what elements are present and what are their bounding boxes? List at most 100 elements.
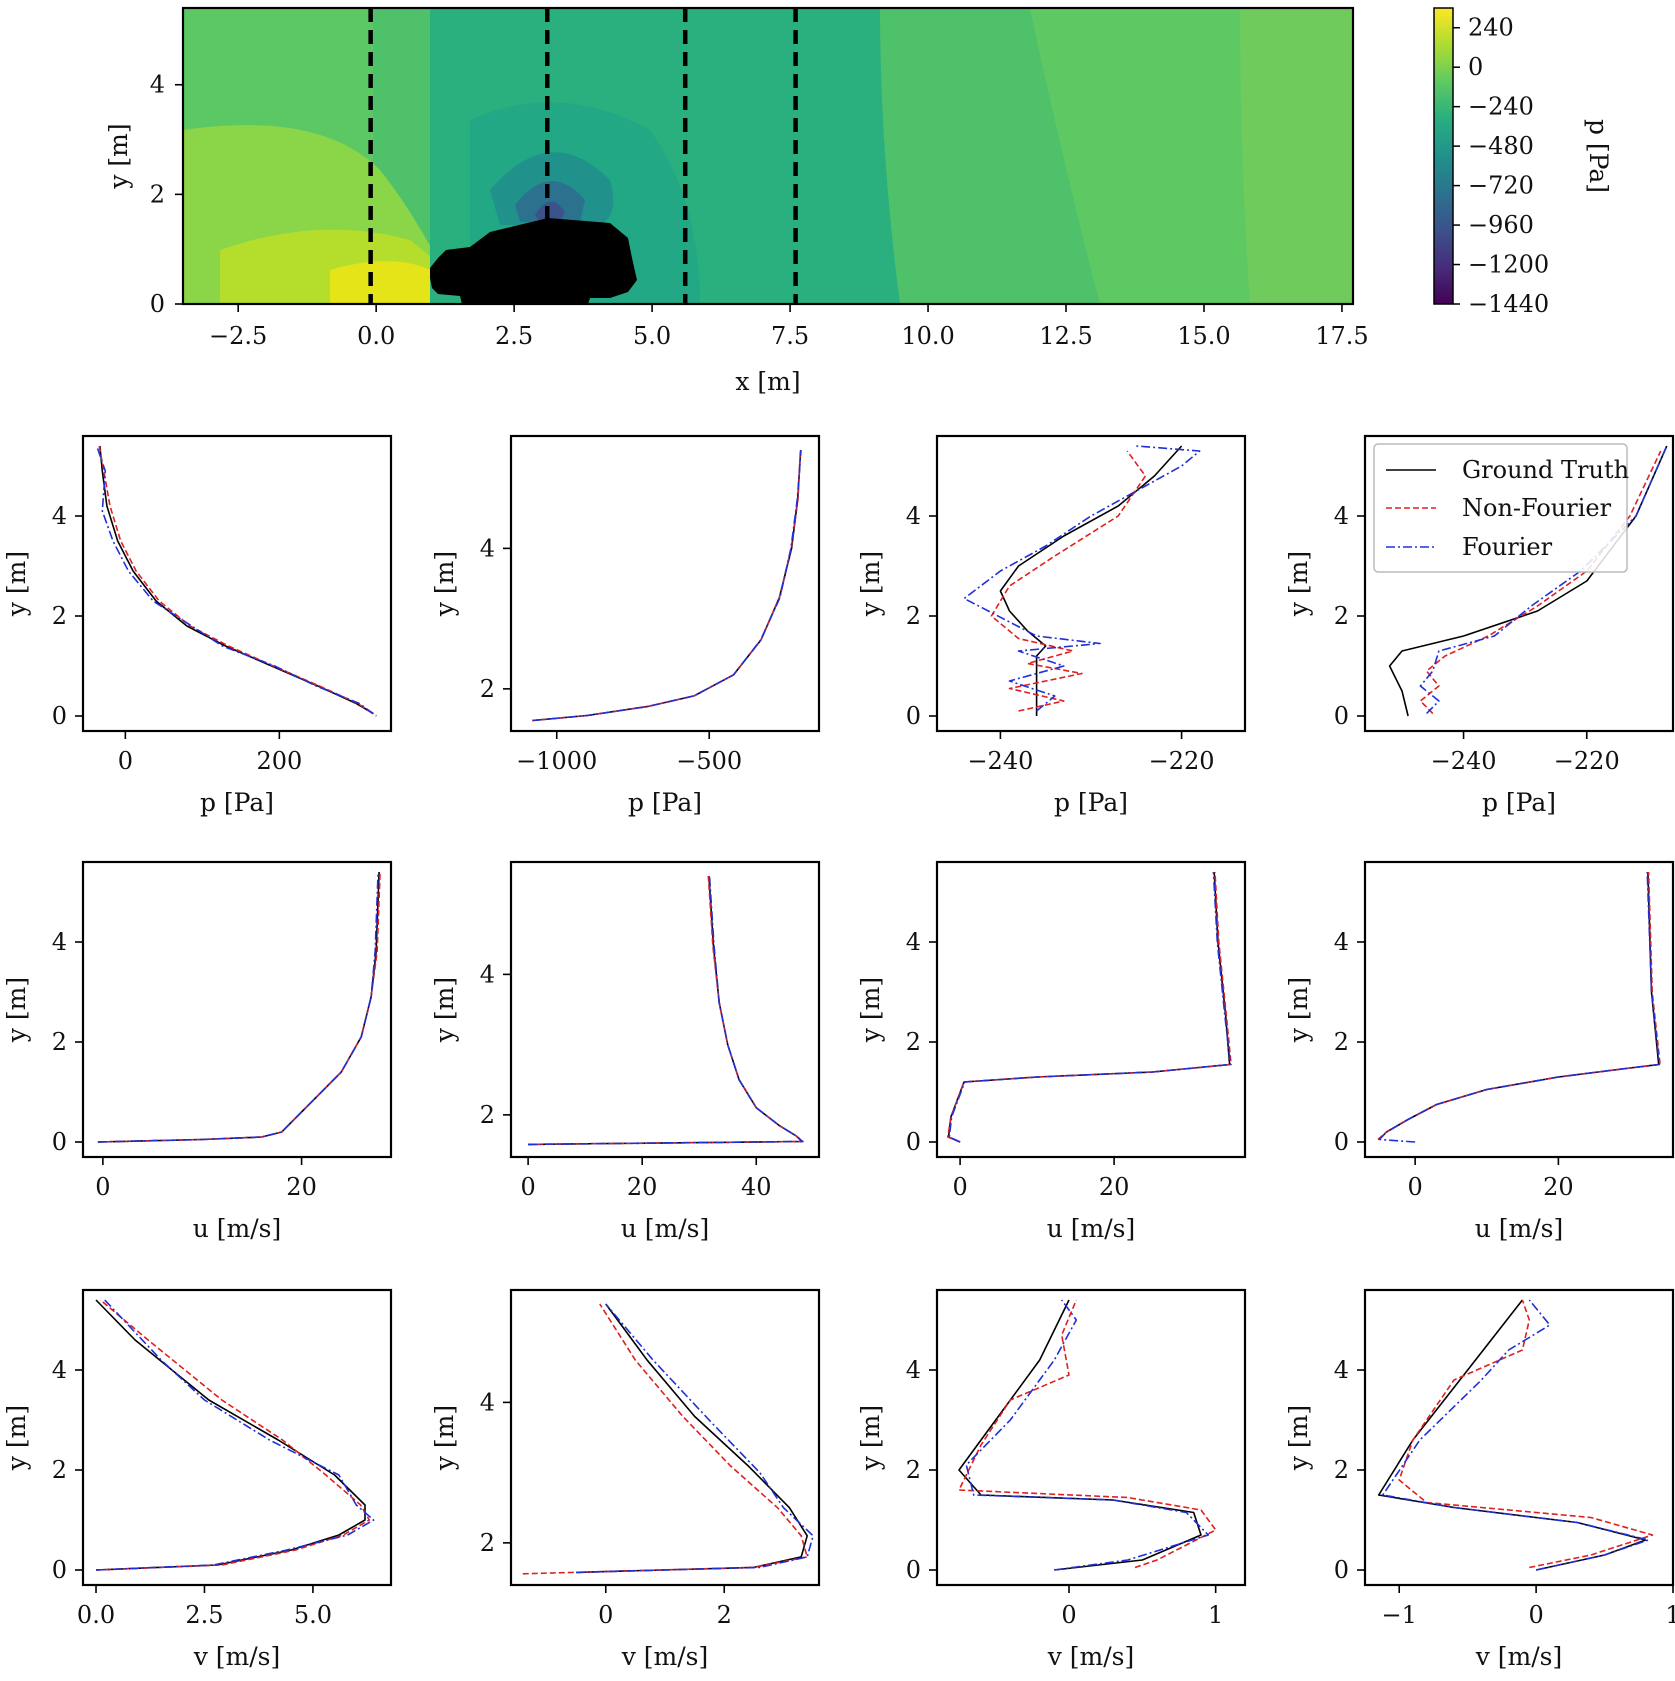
x-tick-label: 2 — [717, 1601, 732, 1629]
y-axis-label: y [m] — [856, 1405, 885, 1471]
x-tick-label: −240 — [1431, 747, 1497, 775]
contour-x-tick-label: 10.0 — [901, 322, 954, 350]
contour-region-far-field-right — [1240, 8, 1353, 304]
subplot-series — [96, 445, 377, 717]
x-tick-label: 2.5 — [185, 1601, 223, 1629]
subplot-series — [1377, 871, 1661, 1143]
subplot-frame — [1363, 1288, 1675, 1587]
series-line-ground-truth — [576, 1303, 809, 1574]
contour-region-roof-lower — [515, 181, 585, 222]
series-line-non-fourier — [522, 1303, 809, 1575]
y-axis-label: y [m] — [2, 1405, 31, 1471]
y-axis-label: y [m] — [2, 551, 31, 617]
y-tick-label: 2 — [52, 602, 67, 630]
subplot-p2: −1000 −500 2 4 p [Pa] y [m] — [430, 434, 821, 817]
subplot-p1: 0 200 0 2 4 p [Pa] y [m] — [2, 434, 393, 817]
series-line-fourier — [97, 871, 379, 1143]
subplot-p4: −240 −220 0 2 4 p [Pa] y [m] — [1284, 434, 1675, 817]
y-tick-label: 2 — [480, 675, 495, 703]
series-line-fourier — [532, 449, 802, 722]
colorbar-tick-label: −240 — [1468, 93, 1534, 121]
y-tick-label: 2 — [52, 1028, 67, 1056]
x-axis-label: p [Pa] — [200, 788, 274, 817]
y-tick-label: 2 — [52, 1456, 67, 1484]
y-axis-label: y [m] — [430, 1405, 459, 1471]
series-line-fourier — [1419, 445, 1668, 715]
x-tick-label: 200 — [256, 747, 302, 775]
x-tick-label: −1 — [1382, 1601, 1417, 1629]
vehicle-obstacle — [430, 218, 637, 304]
y-tick-label: 2 — [1334, 1456, 1349, 1484]
subplot-series — [958, 1299, 1217, 1571]
contour-region-stagnation-peak — [330, 261, 455, 304]
x-tick-label: 0 — [118, 747, 133, 775]
subplot-v3: 0 1 0 2 4 v [m/s] y [m] — [856, 1288, 1247, 1671]
colorbar-tick-label: 240 — [1468, 14, 1514, 42]
colorbar-scale — [1433, 7, 1454, 305]
x-tick-label: 20 — [1099, 1173, 1130, 1201]
contour-y-tick-label: 2 — [150, 180, 165, 208]
y-tick-label: 4 — [906, 502, 921, 530]
subplot-series — [522, 1303, 814, 1575]
contour-region-roof-min — [535, 201, 565, 222]
y-axis-label: y [m] — [1284, 1405, 1313, 1471]
pressure-contour-plot: −2.5 0.0 2.5 5.0 7.5 10.0 12.5 15.0 17.5 0 2 4 x [m… — [104, 6, 1369, 396]
x-axis-label: u [m/s] — [621, 1214, 710, 1243]
x-tick-label: −220 — [1554, 747, 1620, 775]
series-line-ground-truth — [95, 1299, 366, 1571]
subplot-frame — [509, 1288, 821, 1587]
series-line-fourier — [963, 445, 1201, 712]
series-line-ground-truth — [99, 445, 374, 715]
contour-field — [183, 8, 1353, 304]
x-tick-label: 40 — [741, 1173, 772, 1201]
series-line-fourier — [95, 1299, 375, 1571]
subplot-frame — [935, 860, 1247, 1159]
x-tick-label: 0 — [598, 1601, 613, 1629]
contour-x-axis-label: x [m] — [735, 367, 800, 396]
series-line-fourier — [528, 875, 804, 1146]
series-line-fourier — [965, 1299, 1210, 1571]
y-tick-label: 0 — [1334, 1128, 1349, 1156]
y-axis-label: y [m] — [430, 551, 459, 617]
x-axis-label: v [m/s] — [193, 1642, 281, 1671]
legend: Ground Truth Non-Fourier Fourier — [1373, 443, 1629, 573]
y-tick-label: 0 — [906, 1128, 921, 1156]
subplot-series — [946, 871, 1232, 1143]
y-tick-label: 4 — [52, 502, 67, 530]
contour-x-tick-label: −2.5 — [209, 322, 267, 350]
y-tick-label: 4 — [480, 960, 495, 988]
contour-y-axis-label: y [m] — [104, 123, 133, 189]
x-tick-label: −1000 — [516, 747, 597, 775]
y-tick-label: 4 — [480, 1388, 495, 1416]
y-axis-label: y [m] — [430, 977, 459, 1043]
series-line-non-fourier — [990, 450, 1147, 712]
subplot-frame — [81, 860, 393, 1159]
x-tick-label: 20 — [627, 1173, 658, 1201]
y-axis-label: y [m] — [856, 551, 885, 617]
x-axis-label: v [m/s] — [1475, 1642, 1563, 1671]
subplot-frame — [509, 860, 821, 1159]
y-tick-label: 2 — [906, 1028, 921, 1056]
colorbar-tick-label: −1200 — [1468, 251, 1549, 279]
y-tick-label: 2 — [480, 1529, 495, 1557]
subplot-u1: 0 20 0 2 4 u [m/s] y [m] — [2, 860, 393, 1243]
legend-label-fourier: Fourier — [1462, 533, 1553, 561]
series-line-non-fourier — [946, 871, 1232, 1143]
x-tick-label: 1 — [1208, 1601, 1223, 1629]
x-axis-label: p [Pa] — [1054, 788, 1128, 817]
series-line-ground-truth — [947, 871, 1231, 1143]
subplot-u3: 0 20 0 2 4 u [m/s] y [m] — [856, 860, 1247, 1243]
colorbar-tick-label: −480 — [1468, 132, 1534, 160]
series-line-ground-truth — [1378, 871, 1660, 1141]
y-tick-label: 2 — [906, 1456, 921, 1484]
x-tick-label: 0 — [95, 1173, 110, 1201]
legend-label-non-fourier: Non-Fourier — [1462, 494, 1612, 522]
legend-box — [1373, 443, 1628, 573]
y-tick-label: 0 — [1334, 1556, 1349, 1584]
x-tick-label: 0 — [1061, 1601, 1076, 1629]
subplot-v2: 0 2 2 4 v [m/s] y [m] — [430, 1288, 821, 1671]
contour-x-tick-label: 15.0 — [1177, 322, 1230, 350]
x-tick-label: −500 — [676, 747, 742, 775]
x-axis-label: u [m/s] — [1475, 1214, 1564, 1243]
